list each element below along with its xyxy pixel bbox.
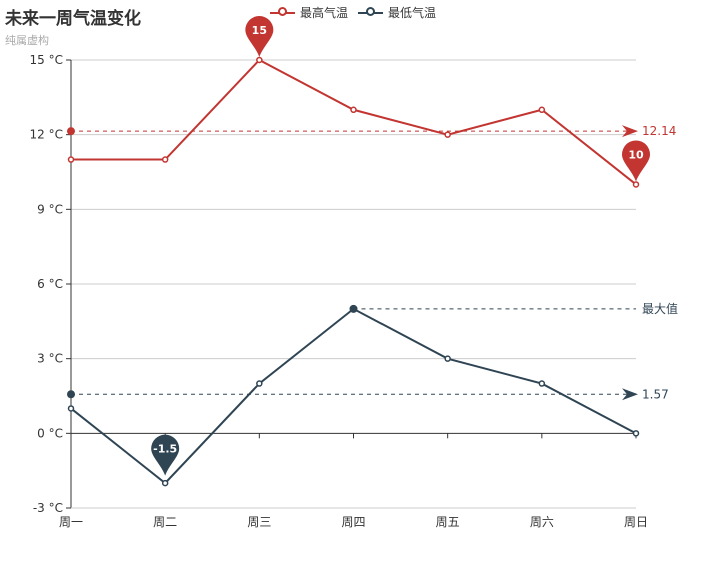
chart-subtitle: 纯属虚构 [5,34,49,47]
data-point [632,181,640,188]
legend: 最高气温 最低气温 [270,4,436,21]
mark-point-high-pin [622,140,650,182]
x-tick-label: 周二 [153,515,177,529]
x-tick-label: 周一 [59,515,83,529]
y-tick-label: 15 °C [30,53,63,67]
x-tick-label: 周五 [436,515,460,529]
x-tick-label: 周日 [624,515,648,529]
legend-label-low: 最低气温 [388,6,437,20]
data-point [67,156,75,163]
data-point [67,405,75,412]
avg-line-high-label: 12.14 [642,124,676,138]
data-point [161,479,169,487]
legend-swatch-high [270,6,295,20]
y-tick-label: 12 °C [30,128,63,142]
legend-item-low[interactable]: 最低气温 [358,4,436,21]
data-point [632,430,640,437]
legend-swatch-low [358,6,384,20]
data-point [350,106,357,114]
x-tick-label: 周六 [530,515,554,529]
mark-point-low-pin [151,434,180,476]
y-tick-label: 9 °C [37,202,63,216]
max-line-low-start-dot [349,304,358,313]
max-line-low-label: 最大值 [642,301,678,316]
data-point [444,355,451,362]
series-line-0 [71,58,637,186]
y-tick-label: 6 °C [37,277,63,291]
data-point [538,380,546,387]
data-point [256,56,263,64]
mark-point-high-label: 10 [628,148,644,161]
x-tick-label: 周四 [341,515,365,529]
data-point [256,380,263,387]
y-tick-label: 0 °C [37,426,63,440]
avg-line-low-label: 1.57 [642,387,669,401]
y-tick-label: -3 °C [33,501,63,515]
mark-point-high-label: 15 [252,24,267,37]
y-tick-label: 3 °C [37,352,63,366]
avg-line-low-arrow [622,388,638,401]
data-point [161,156,169,163]
avg-line-high-arrow [622,125,638,138]
x-tick-label: 周三 [247,515,271,529]
mark-point-low-label: -1.5 [153,443,177,456]
legend-item-high[interactable]: 最高气温 [270,4,348,21]
data-point [444,131,451,138]
chart-title: 未来一周气温变化 [5,9,141,29]
mark-point-high-pin [245,15,274,58]
legend-label-high: 最高气温 [300,6,349,20]
data-point [538,106,546,114]
